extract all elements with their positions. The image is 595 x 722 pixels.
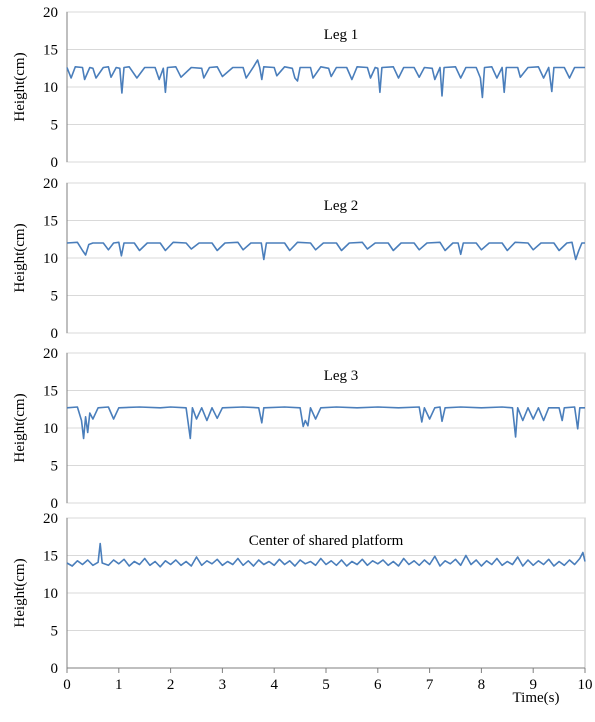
y-axis-label: Height(cm)	[12, 223, 28, 292]
y-tick-label: 0	[51, 326, 59, 342]
y-tick-label: 15	[43, 214, 58, 230]
chart-title: Leg 2	[324, 198, 359, 214]
chart-panel-3: 0 5 10 15 20 Height(cm) Leg 3	[12, 346, 586, 512]
x-tick-label: 4	[270, 677, 278, 693]
y-axis-label: Height(cm)	[12, 393, 28, 462]
y-tick-label: 5	[51, 624, 59, 640]
x-tick-label: 10	[578, 677, 593, 693]
y-tick-label: 15	[43, 549, 58, 565]
chart-title: Leg 3	[324, 368, 359, 384]
x-tick-label: 6	[374, 677, 382, 693]
y-tick-label: 10	[43, 421, 58, 437]
y-tick-label: 10	[43, 80, 58, 96]
series-line	[66, 59, 585, 99]
y-tick-label: 5	[51, 118, 59, 134]
y-tick-label: 0	[51, 155, 59, 171]
x-tick-label: 0	[63, 677, 71, 693]
chart-panel-1: 0 5 10 15 20 Height(cm) Leg 1	[12, 5, 586, 171]
y-tick-label: 15	[43, 43, 58, 59]
y-tick-label: 20	[43, 346, 58, 362]
x-tick-label: 8	[478, 677, 486, 693]
y-axis-label: Height(cm)	[12, 558, 28, 627]
y-tick-label: 0	[51, 661, 59, 677]
y-tick-label: 10	[43, 251, 58, 267]
chart-panel-2: 0 5 10 15 20 Height(cm) Leg 2	[12, 176, 586, 342]
x-tick-label: 5	[322, 677, 330, 693]
x-axis-label: Time(s)	[513, 690, 560, 706]
y-tick-label: 20	[43, 176, 58, 192]
y-axis-label: Height(cm)	[12, 52, 28, 121]
series-line	[66, 241, 585, 261]
y-tick-label: 0	[51, 496, 59, 512]
chart-title: Leg 1	[324, 27, 359, 43]
y-tick-label: 20	[43, 5, 58, 21]
x-tick-label: 1	[115, 677, 123, 693]
y-tick-label: 5	[51, 289, 59, 305]
chart-title: Center of shared platform	[249, 533, 404, 549]
series-line	[66, 542, 586, 568]
x-tick-label: 3	[219, 677, 227, 693]
y-tick-label: 20	[43, 511, 58, 527]
x-tick-label: 9	[529, 677, 537, 693]
x-tick-label: 7	[426, 677, 434, 693]
x-tick-label: 2	[167, 677, 175, 693]
y-tick-label: 5	[51, 459, 59, 475]
y-tick-label: 15	[43, 384, 58, 400]
y-tick-label: 10	[43, 586, 58, 602]
series-line	[66, 406, 585, 440]
